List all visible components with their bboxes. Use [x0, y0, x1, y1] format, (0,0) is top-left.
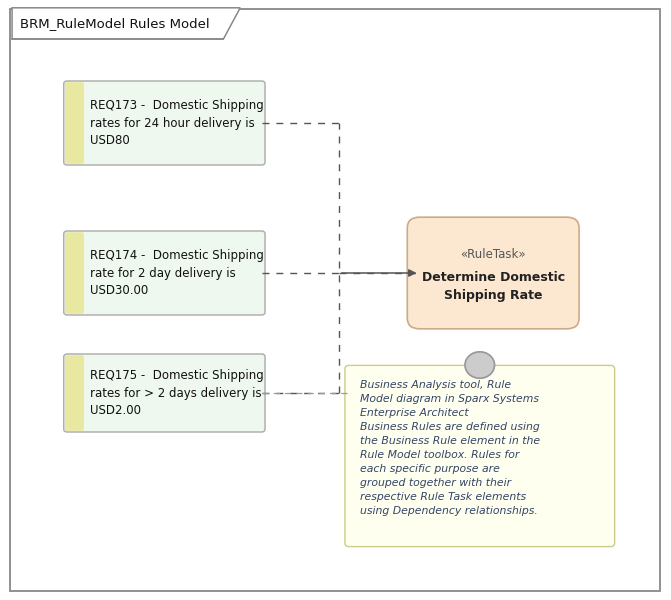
- FancyBboxPatch shape: [64, 354, 265, 432]
- FancyBboxPatch shape: [64, 81, 265, 165]
- FancyBboxPatch shape: [65, 355, 84, 431]
- Text: REQ174 -  Domestic Shipping
rate for 2 day delivery is
USD30.00: REQ174 - Domestic Shipping rate for 2 da…: [90, 248, 264, 298]
- Text: «RuleTask»: «RuleTask»: [460, 248, 526, 262]
- FancyBboxPatch shape: [10, 9, 660, 591]
- FancyBboxPatch shape: [65, 82, 84, 164]
- FancyBboxPatch shape: [64, 231, 265, 315]
- FancyBboxPatch shape: [407, 217, 579, 329]
- FancyBboxPatch shape: [345, 365, 615, 547]
- Text: BRM_RuleModel Rules Model: BRM_RuleModel Rules Model: [20, 17, 210, 30]
- Text: Determine Domestic
Shipping Rate: Determine Domestic Shipping Rate: [421, 271, 565, 302]
- FancyBboxPatch shape: [65, 232, 84, 314]
- Text: Business Analysis tool, Rule
Model diagram in Sparx Systems
Enterprise Architect: Business Analysis tool, Rule Model diagr…: [360, 380, 539, 516]
- Polygon shape: [12, 8, 240, 39]
- Circle shape: [465, 352, 495, 378]
- Text: REQ173 -  Domestic Shipping
rates for 24 hour delivery is
USD80: REQ173 - Domestic Shipping rates for 24 …: [90, 98, 264, 148]
- Text: REQ175 -  Domestic Shipping
rates for > 2 days delivery is
USD2.00: REQ175 - Domestic Shipping rates for > 2…: [90, 368, 264, 418]
